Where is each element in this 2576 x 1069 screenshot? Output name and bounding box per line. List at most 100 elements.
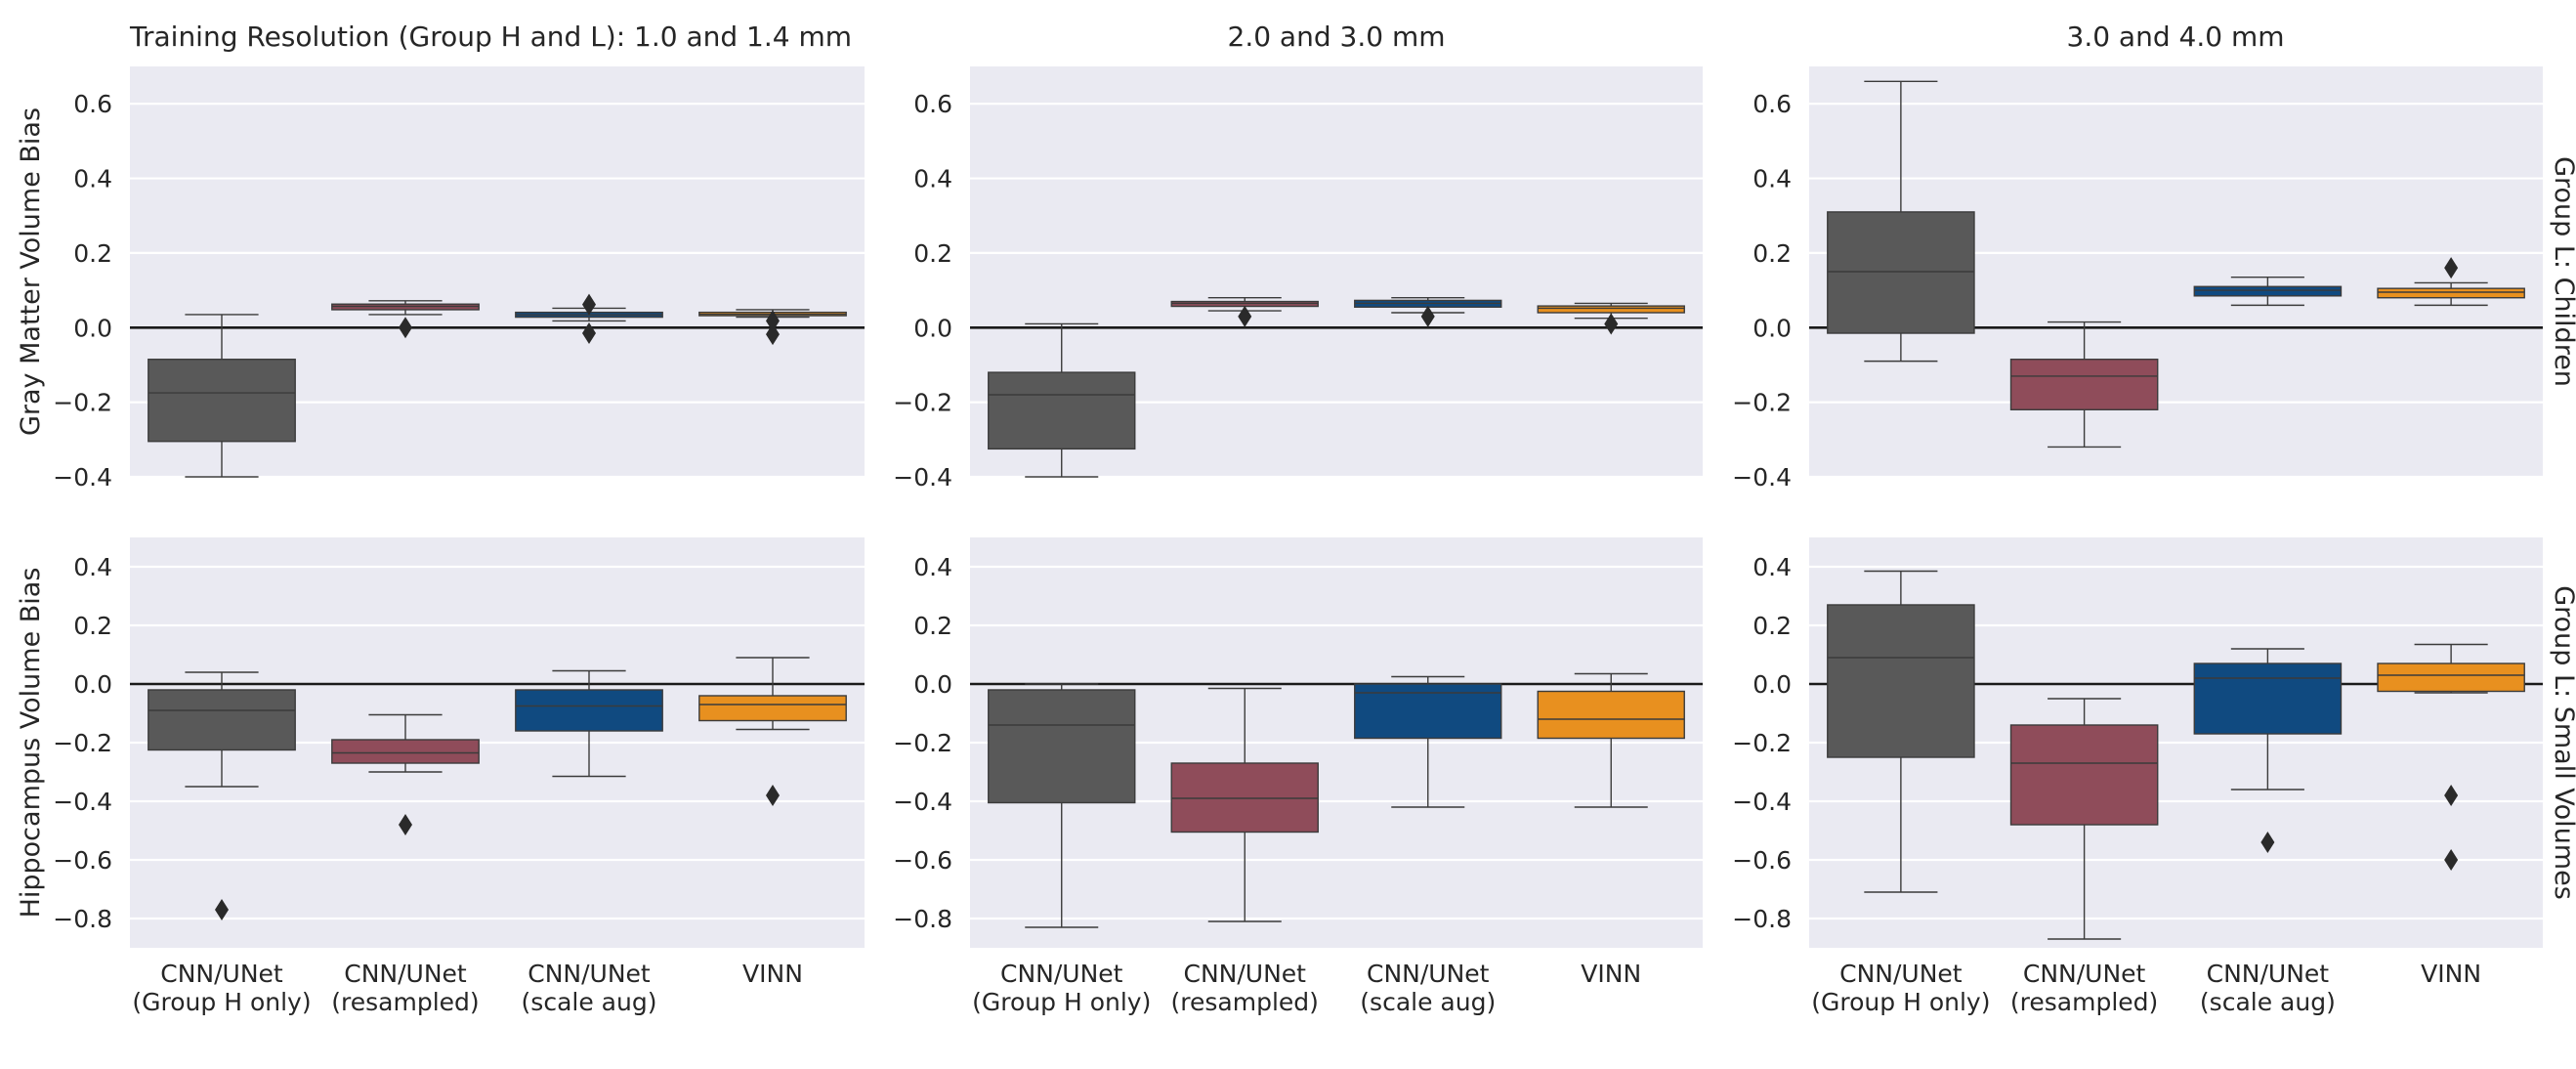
box-2-panel-2	[2009, 321, 2159, 449]
box-1-panel-0	[148, 314, 296, 478]
y-tick-label: −0.8	[893, 905, 952, 933]
box-1-panel-1	[988, 322, 1136, 478]
box-2-panel-3	[331, 713, 480, 835]
y-tick-label: 0.6	[1753, 90, 1792, 118]
box-iqr	[1537, 690, 1685, 740]
row-facet-label: Group L: Children	[2549, 156, 2576, 387]
box-iqr	[988, 689, 1136, 804]
box-iqr	[2009, 724, 2159, 826]
y-tick-label: −0.2	[53, 729, 112, 757]
box-iqr	[698, 695, 847, 722]
y-tick-label: −0.2	[1732, 389, 1792, 417]
y-tick-label: 0.4	[913, 165, 952, 193]
y-tick-label: 0.4	[913, 553, 952, 581]
box-1-panel-3	[148, 671, 296, 920]
outlier-point	[215, 899, 229, 920]
y-tick-label: 0.4	[73, 553, 112, 581]
y-tick-label: 0.0	[913, 670, 952, 699]
y-tick-label: −0.2	[893, 389, 952, 417]
box-1-panel-2	[1827, 80, 1975, 363]
outlier-point	[582, 293, 596, 316]
y-tick-label: 0.0	[73, 670, 112, 699]
box-4-panel-2	[2377, 257, 2525, 307]
column-title: Training Resolution (Group H and L): 1.0…	[129, 21, 852, 53]
column-title: 3.0 and 4.0 mm	[2067, 21, 2285, 53]
y-tick-label: 0.4	[1753, 553, 1792, 581]
x-tick-label-line2: (Group H only)	[1811, 988, 1990, 1016]
x-tick-label-line2: (Group H only)	[972, 988, 1151, 1016]
box-3-panel-0	[515, 293, 663, 344]
outlier-point	[399, 814, 412, 835]
box-4-panel-5	[2377, 643, 2525, 871]
x-tick-label: CNN/UNet	[528, 960, 651, 988]
outlier-point	[582, 322, 596, 344]
outlier-point	[1238, 305, 1252, 327]
y-tick-label: 0.0	[73, 314, 112, 342]
box-iqr	[2193, 663, 2343, 735]
y-tick-label: 0.4	[73, 165, 112, 193]
y-tick-label: −0.4	[1732, 463, 1792, 492]
panel-r1-c1: −0.8 −0.6 −0.4 −0.2 0.0 0.2 0.4	[893, 537, 1703, 948]
x-tick-label-line2: (scale aug)	[2200, 988, 2336, 1016]
y-tick-label: 0.2	[73, 239, 112, 268]
x-tick-label: CNN/UNet	[1367, 960, 1490, 988]
box-3-panel-2	[2193, 277, 2343, 307]
x-tick-label: CNN/UNet	[1000, 960, 1123, 988]
box-4-panel-3	[698, 657, 847, 806]
y-tick-label: −0.2	[53, 389, 112, 417]
box-2-panel-0	[331, 300, 480, 339]
x-tick-label-line2: (scale aug)	[522, 988, 657, 1016]
x-tick-label-line2: (resampled)	[1171, 988, 1319, 1016]
y-tick-label: −0.2	[893, 729, 952, 757]
y-tick-label: −0.2	[1732, 729, 1792, 757]
box-iqr	[331, 739, 480, 764]
box-3-panel-3	[515, 669, 663, 778]
x-tick-label: CNN/UNet	[160, 960, 283, 988]
y-tick-label: −0.6	[1732, 846, 1792, 875]
y-tick-label: 0.4	[1753, 165, 1792, 193]
box-iqr	[148, 689, 296, 751]
x-tick-label-line2: (resampled)	[331, 988, 479, 1016]
y-tick-label: −0.8	[1732, 905, 1792, 933]
box-4-panel-0	[698, 309, 847, 346]
column-title: 2.0 and 3.0 mm	[1228, 21, 1446, 53]
y-axis-label: Hippocampus Volume Bias	[16, 568, 46, 919]
outlier-point	[766, 310, 780, 332]
box-3-panel-4	[1354, 675, 1502, 808]
outlier-point	[1420, 305, 1435, 327]
y-tick-label: 0.0	[913, 314, 952, 342]
box-iqr	[2377, 287, 2525, 299]
x-tick-label: CNN/UNet	[1839, 960, 1963, 988]
y-tick-label: 0.2	[913, 239, 952, 268]
y-tick-label: 0.2	[1753, 612, 1792, 640]
y-tick-label: −0.4	[893, 788, 952, 816]
outlier-point	[2444, 257, 2459, 279]
box-2-panel-5	[2009, 698, 2159, 940]
row-facet-label: Group L: Small Volumes	[2549, 585, 2576, 900]
y-tick-label: 0.0	[1753, 670, 1792, 699]
outlier-point	[399, 317, 412, 339]
box-iqr	[2193, 285, 2343, 297]
box-iqr	[2009, 359, 2159, 410]
outlier-point	[2444, 849, 2459, 871]
box-2-panel-1	[1170, 297, 1319, 327]
x-tick-label: VINN	[742, 960, 803, 988]
x-tick-label: CNN/UNet	[344, 960, 467, 988]
y-tick-label: 0.2	[73, 612, 112, 640]
box-1-panel-4	[988, 683, 1136, 928]
y-tick-label: −0.4	[1732, 788, 1792, 816]
x-tick-label: CNN/UNet	[1184, 960, 1307, 988]
y-tick-label: 0.0	[1753, 314, 1792, 342]
y-tick-label: 0.6	[913, 90, 952, 118]
y-tick-label: −0.6	[893, 846, 952, 875]
box-3-panel-1	[1354, 297, 1502, 327]
box-3-panel-5	[2193, 648, 2343, 853]
outlier-point	[766, 323, 780, 346]
box-iqr	[1537, 305, 1685, 314]
y-tick-label: 0.2	[1753, 239, 1792, 268]
box-iqr	[1827, 211, 1975, 334]
outlier-point	[2444, 785, 2459, 806]
outlier-point	[2260, 832, 2275, 853]
box-1-panel-5	[1827, 570, 1975, 893]
